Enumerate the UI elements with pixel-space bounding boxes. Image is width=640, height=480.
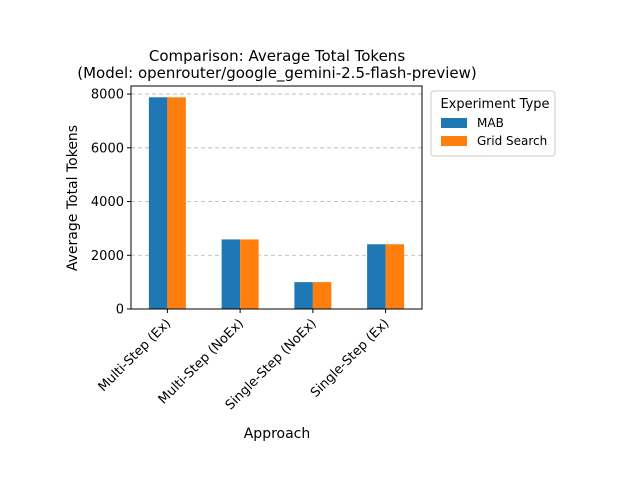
legend: Experiment Type MAB Grid Search (430, 90, 556, 157)
y-tick-label: 8000 (91, 88, 124, 103)
legend-label: Grid Search (477, 134, 547, 148)
legend-title: Experiment Type (440, 97, 549, 112)
legend-items: MAB Grid Search (441, 116, 547, 148)
bar-mab (367, 244, 386, 309)
bar-grid-search (312, 282, 332, 309)
x-axis-ticks: Multi-Step (Ex)Multi-Step (NoEx)Single-S… (96, 309, 392, 413)
y-tick-label: 0 (116, 303, 124, 318)
y-axis-label: Average Total Tokens (65, 125, 81, 271)
chart-title: Comparison: Average Total Tokens (149, 47, 405, 65)
bar-grid-search (385, 244, 405, 309)
bars (148, 97, 405, 310)
bar-mab (148, 97, 168, 310)
bar-grid-search (167, 97, 186, 310)
x-tick-label: Multi-Step (Ex) (96, 316, 175, 395)
y-tick-label: 6000 (91, 141, 124, 156)
plot-frame (130, 85, 423, 310)
x-axis-label: Approach (244, 426, 311, 442)
y-tick-label: 4000 (91, 195, 124, 210)
bar-mab (294, 282, 313, 309)
bar-grid-search (240, 239, 259, 309)
bar-mab (221, 239, 241, 309)
y-axis-ticks: 0 2000 4000 6000 8000 (91, 88, 131, 318)
legend-swatch (441, 136, 467, 146)
x-tick-label: Single-Step (Ex) (308, 316, 392, 400)
y-tick-label: 2000 (91, 249, 124, 264)
chart-subtitle: (Model: openrouter/google_gemini-2.5-fla… (77, 64, 477, 83)
legend-label: MAB (477, 116, 504, 130)
legend-swatch (441, 118, 467, 128)
